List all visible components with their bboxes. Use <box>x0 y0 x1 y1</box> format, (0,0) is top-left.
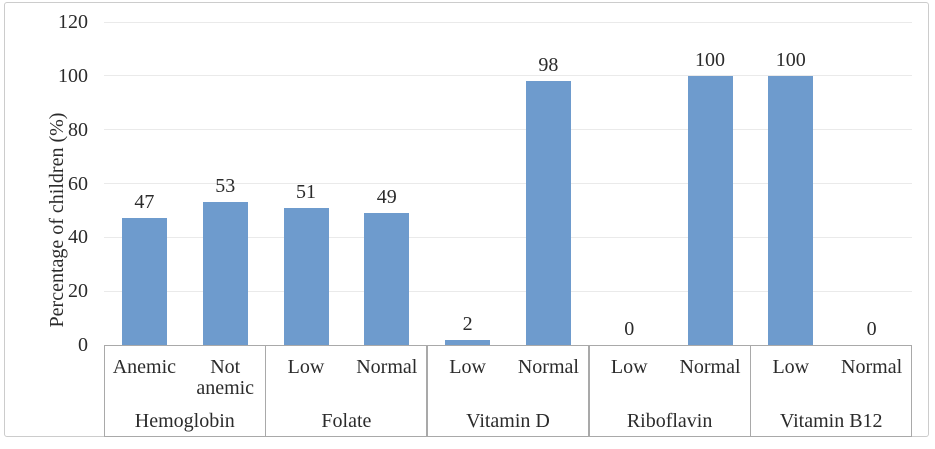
y-tick-label: 40 <box>68 226 88 249</box>
category-sub-label: Low <box>287 356 325 378</box>
category-sub-label: Low <box>772 356 810 378</box>
bar-value-label: 0 <box>624 318 635 340</box>
category-sub-label: Anemic <box>112 356 177 378</box>
bar-value-label: 47 <box>134 191 155 214</box>
category-sub-label: Low <box>449 356 486 378</box>
category-group-label: Hemoglobin <box>134 410 235 432</box>
gridline <box>104 21 912 23</box>
category-divider <box>426 345 428 437</box>
category-group-label: Folate <box>321 410 372 432</box>
bar <box>283 207 329 345</box>
bar-value-label: 0 <box>866 318 877 340</box>
gridline <box>104 75 912 77</box>
category-divider <box>588 345 590 437</box>
y-tick-label: 80 <box>68 118 88 141</box>
bar <box>121 218 167 345</box>
y-tick-label: 20 <box>68 280 88 303</box>
bar-value-label: 100 <box>695 48 725 71</box>
category-group-label: Riboflavin <box>626 410 713 432</box>
bar-value-label: 51 <box>296 180 316 203</box>
bar <box>202 202 248 345</box>
bar-value-label: 98 <box>538 54 559 77</box>
y-tick-label: 60 <box>68 172 88 195</box>
gridline <box>104 183 912 184</box>
bar-value-label: 49 <box>376 186 397 209</box>
y-tick-label: 0 <box>78 334 88 356</box>
gridline <box>104 236 912 238</box>
y-tick-label: 100 <box>58 64 88 87</box>
gridline <box>104 129 912 131</box>
bar <box>525 81 571 345</box>
category-divider <box>749 345 752 437</box>
bar <box>768 75 814 345</box>
bar <box>687 75 733 345</box>
category-group-label: Vitamin B12 <box>779 410 883 432</box>
bar <box>364 213 410 345</box>
category-sub-label: Normal <box>679 356 741 378</box>
category-divider <box>264 345 267 437</box>
category-sub-label: Low <box>610 356 648 378</box>
bar-value-label: 53 <box>215 175 236 198</box>
category-sub-label: Normal <box>517 356 579 378</box>
category-sub-label: Normal <box>356 356 418 378</box>
category-sub-label: Normal <box>841 356 903 378</box>
category-axis-box <box>104 345 912 437</box>
bar <box>445 339 491 345</box>
category-sub-label: Not anemic <box>196 356 255 399</box>
category-group-label: Vitamin D <box>466 410 550 432</box>
gridline <box>104 290 912 292</box>
y-tick-label: 120 <box>58 11 88 33</box>
bar-value-label: 2 <box>462 312 473 335</box>
bar-value-label: 100 <box>775 48 806 71</box>
